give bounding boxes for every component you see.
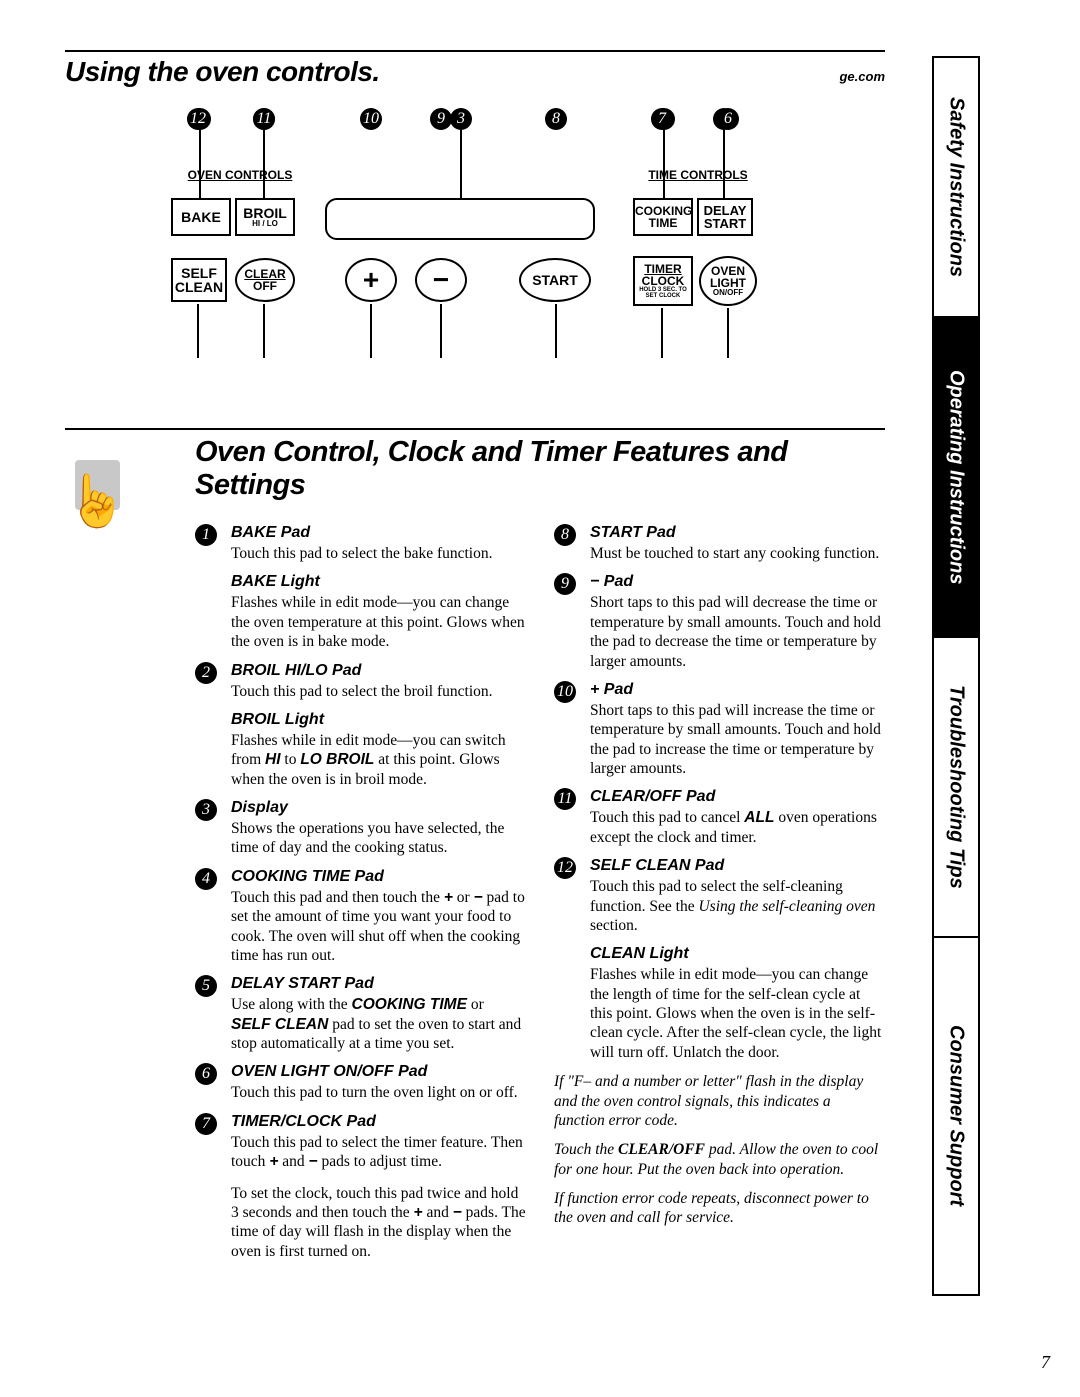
diagram-callout-10: 10 [360, 108, 382, 130]
item-text: Flashes while in edit mode—you can chang… [554, 965, 885, 1062]
item-title: TIMER/CLOCK Pad [231, 1113, 526, 1131]
item-text: To set the clock, touch this pad twice a… [195, 1184, 526, 1262]
clear-off-pad-button[interactable]: CLEAR OFF [235, 258, 295, 302]
item-text: Flashes while in edit mode—you can switc… [195, 731, 526, 789]
feature-item-2: 2 BROIL HI/LO Pad Touch this pad to select… [195, 662, 526, 701]
item-title: + Pad [590, 681, 885, 699]
diagram-callout-9: 9 [430, 108, 452, 130]
broil-pad-button[interactable]: BROIL HI / LO [235, 198, 295, 236]
error-note: If "F– and a number or letter" flash in … [554, 1072, 885, 1130]
feature-item-5: 5 DELAY START Pad Use along with the COOKI… [195, 975, 526, 1053]
page-title: Using the oven controls. [65, 56, 380, 88]
feature-item-1: 1 BAKE Pad Touch this pad to select the ba… [195, 524, 526, 563]
bullet-10: 10 [554, 681, 576, 703]
delay-start-pad-button[interactable]: DELAY START [697, 198, 753, 236]
item-title: CLEAR/OFF Pad [590, 788, 885, 806]
bullet-4: 4 [195, 868, 217, 890]
item-text: Short taps to this pad will decrease the… [590, 593, 885, 671]
plus-pad-button[interactable]: + [345, 258, 397, 302]
feature-item-3: 3 Display Shows the operations you have se… [195, 799, 526, 858]
self-clean-pad-button[interactable]: SELF CLEAN [171, 258, 227, 302]
bullet-11: 11 [554, 788, 576, 810]
item-subtitle: CLEAN Light [554, 945, 885, 963]
item-title: BAKE Pad [231, 524, 526, 542]
feature-item-7: 7 TIMER/CLOCK Pad Touch this pad to select… [195, 1113, 526, 1172]
item-title: COOKING TIME Pad [231, 868, 526, 886]
feature-item-4: 4 COOKING TIME Pad Touch this pad and then… [195, 868, 526, 966]
time-controls-label: TIME CONTROLS [643, 168, 753, 182]
bullet-3: 3 [195, 799, 217, 821]
error-note: If function error code repeats, disconne… [554, 1189, 885, 1228]
hand-pointer-icon: ☝ [65, 450, 125, 520]
error-note: Touch the CLEAR/OFF pad. Allow the oven … [554, 1140, 885, 1179]
diagram-callout-11: 11 [253, 108, 275, 130]
diagram-callout-7: 7 [651, 108, 673, 130]
bullet-7: 7 [195, 1113, 217, 1135]
item-text: Short taps to this pad will increase the… [590, 701, 885, 779]
bullet-2: 2 [195, 662, 217, 684]
timer-clock-pad-button[interactable]: TIMER CLOCK HOLD 3 SEC. TO SET CLOCK [633, 256, 693, 306]
item-text: Touch this pad to cancel ALL oven operat… [590, 808, 885, 847]
description-column-left: 1 BAKE Pad Touch this pad to select the ba… [195, 514, 526, 1261]
item-text: Touch this pad to turn the oven light on… [231, 1083, 526, 1102]
bullet-5: 5 [195, 975, 217, 997]
bullet-6: 6 [195, 1063, 217, 1085]
url-label: ge.com [839, 69, 885, 84]
feature-item-12: 12 SELF CLEAN Pad Touch this pad to select… [554, 857, 885, 935]
item-text: Touch this pad to select the self-cleani… [590, 877, 885, 935]
item-title: SELF CLEAN Pad [590, 857, 885, 875]
item-text: Touch this pad and then touch the + or −… [231, 888, 526, 966]
start-pad-button[interactable]: START [519, 258, 591, 302]
bullet-9: 9 [554, 573, 576, 595]
oven-light-pad-button[interactable]: OVEN LIGHT ON/OFF [699, 256, 757, 306]
item-subtitle: BAKE Light [195, 573, 526, 591]
page-header: Using the oven controls. ge.com [65, 50, 885, 88]
item-text: Use along with the COOKING TIME or SELF … [231, 995, 526, 1053]
item-text: Touch this pad to select the broil funct… [231, 682, 526, 701]
item-title: OVEN LIGHT ON/OFF Pad [231, 1063, 526, 1081]
bullet-1: 1 [195, 524, 217, 546]
side-tab-safety-instructions[interactable]: Safety Instructions [934, 58, 978, 318]
feature-item-9: 9 − Pad Short taps to this pad will decrea… [554, 573, 885, 671]
bullet-8: 8 [554, 524, 576, 546]
minus-pad-button[interactable]: − [415, 258, 467, 302]
side-tab-consumer-support[interactable]: Consumer Support [934, 938, 978, 1296]
item-title: DELAY START Pad [231, 975, 526, 993]
item-title: START Pad [590, 524, 885, 542]
item-text: Shows the operations you have selected, … [231, 819, 526, 858]
side-tab-troubleshooting-tips[interactable]: Troubleshooting Tips [934, 638, 978, 938]
feature-item-11: 11 CLEAR/OFF Pad Touch this pad to cancel … [554, 788, 885, 847]
side-tabs: Safety InstructionsOperating Instruction… [932, 56, 980, 1296]
diagram-callout-8: 8 [545, 108, 567, 130]
diagram-callout-3: 3 [450, 108, 472, 130]
diagram-callout-12: 12 [187, 108, 209, 130]
section-title: Oven Control, Clock and Timer Features a… [195, 436, 885, 502]
bullet-12: 12 [554, 857, 576, 879]
bake-pad-button[interactable]: BAKE [171, 198, 231, 236]
feature-item-6: 6 OVEN LIGHT ON/OFF Pad Touch this pad to … [195, 1063, 526, 1102]
feature-item-8: 8 START Pad Must be touched to start any c… [554, 524, 885, 563]
item-title: Display [231, 799, 526, 817]
diagram-callout-6: 6 [717, 108, 739, 130]
description-column-right: 8 START Pad Must be touched to start any c… [554, 514, 885, 1261]
item-text: Must be touched to start any cooking fun… [590, 544, 885, 563]
item-text: Touch this pad to select the bake functi… [231, 544, 526, 563]
item-subtitle: BROIL Light [195, 711, 526, 729]
display-screen [325, 198, 595, 240]
oven-controls-label: OVEN CONTROLS [180, 168, 300, 182]
feature-item-10: 10 + Pad Short taps to this pad will incre… [554, 681, 885, 779]
control-panel-diagram: 1 2 3 4 5 OVEN CONTROLS TIME CONTROLS BA… [165, 108, 865, 408]
page-number: 7 [1041, 1352, 1050, 1373]
item-text: Touch this pad to select the timer featu… [231, 1133, 526, 1172]
cooking-time-pad-button[interactable]: COOKING TIME [633, 198, 693, 236]
item-title: BROIL HI/LO Pad [231, 662, 526, 680]
section-heading: ☝ Oven Control, Clock and Timer Features… [65, 428, 885, 1261]
side-tab-operating-instructions[interactable]: Operating Instructions [934, 318, 978, 638]
item-title: − Pad [590, 573, 885, 591]
item-text: Flashes while in edit mode—you can chang… [195, 593, 526, 651]
